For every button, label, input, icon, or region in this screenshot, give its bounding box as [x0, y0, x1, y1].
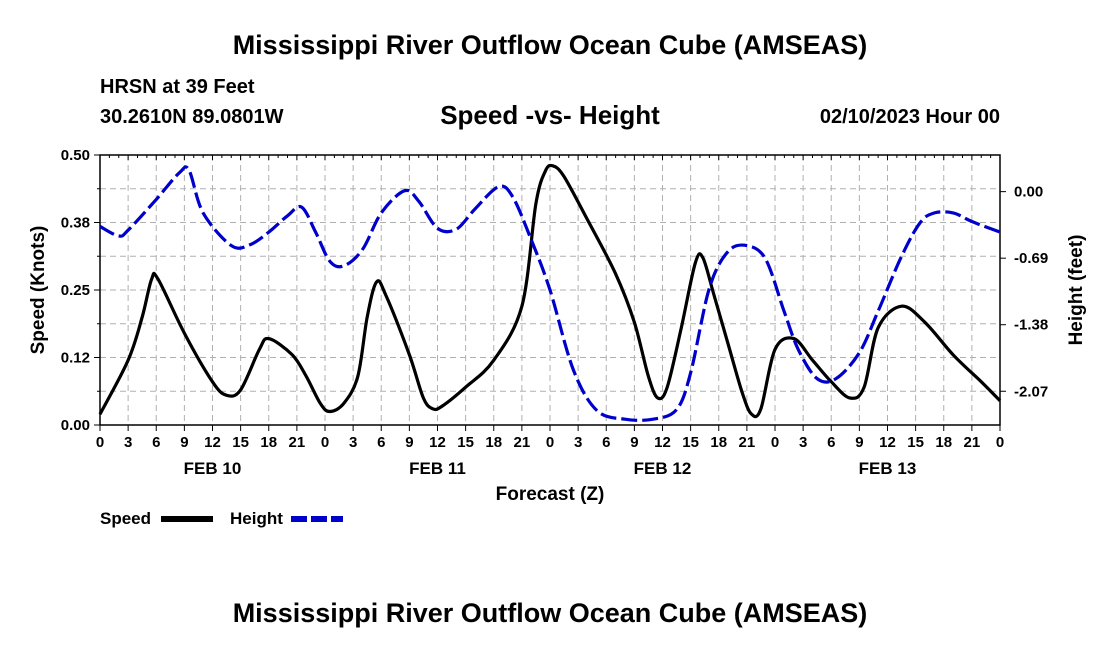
- x-tick-label: 18: [485, 434, 502, 451]
- x-tick-label: 21: [739, 434, 756, 451]
- chart-subtitle: Speed -vs- Height: [440, 100, 660, 130]
- day-label: FEB 10: [184, 459, 242, 478]
- day-label: FEB 12: [634, 459, 692, 478]
- coordinates-label: 30.2610N 89.0801W: [100, 106, 284, 128]
- x-tick-label: 15: [682, 434, 699, 451]
- x-tick-label: 12: [204, 434, 221, 451]
- x-tick-label: 6: [152, 434, 160, 451]
- chart-title: Mississippi River Outflow Ocean Cube (AM…: [232, 30, 868, 60]
- y-right-tick-label: -1.38: [1014, 317, 1048, 334]
- forecast-datetime: 02/10/2023 Hour 00: [819, 106, 1000, 128]
- y-left-tick-label: 0.25: [61, 282, 90, 299]
- x-tick-label: 6: [377, 434, 385, 451]
- x-tick-label: 3: [124, 434, 132, 451]
- x-tick-label: 21: [289, 434, 306, 451]
- series-line-height: [99, 165, 1001, 422]
- x-tick-label: 15: [907, 434, 924, 451]
- day-label: FEB 13: [859, 459, 917, 478]
- x-tick-label: 3: [799, 434, 807, 451]
- day-label: FEB 11: [409, 459, 466, 478]
- x-tick-label: 9: [630, 434, 638, 451]
- series-line-speed: [98, 163, 1002, 419]
- x-tick-label: 0: [321, 434, 329, 451]
- y-left-tick-label: 0.00: [61, 417, 90, 434]
- x-tick-label: 18: [710, 434, 727, 451]
- x-tick-label: 0: [771, 434, 779, 451]
- x-tick-label: 3: [349, 434, 357, 451]
- x-tick-label: 9: [180, 434, 188, 451]
- x-tick-label: 15: [232, 434, 249, 451]
- x-tick-label: 12: [654, 434, 671, 451]
- x-tick-label: 21: [964, 434, 981, 451]
- x-tick-label: 15: [457, 434, 474, 451]
- x-tick-label: 6: [827, 434, 835, 451]
- x-tick-label: 0: [996, 434, 1004, 451]
- y-right-tick-label: 0.00: [1014, 184, 1043, 201]
- y-left-tick-label: 0.38: [61, 215, 90, 232]
- x-tick-label: 3: [574, 434, 582, 451]
- x-axis-title: Forecast (Z): [496, 484, 605, 505]
- x-tick-label: 18: [260, 434, 277, 451]
- x-tick-label: 9: [405, 434, 413, 451]
- y-right-axis-title: Height (feet): [1066, 235, 1087, 346]
- station-label: HRSN at 39 Feet: [100, 76, 255, 98]
- footer-title: Mississippi River Outflow Ocean Cube (AM…: [232, 598, 868, 628]
- legend-speed-label: Speed: [100, 509, 152, 528]
- x-tick-label: 0: [546, 434, 554, 451]
- x-tick-label: 18: [935, 434, 952, 451]
- y-left-axis-title: Speed (Knots): [28, 226, 49, 355]
- x-tick-label: 9: [855, 434, 863, 451]
- legend-height-swatch: [291, 516, 343, 522]
- y-left-tick-label: 0.12: [61, 350, 90, 367]
- x-tick-label: 6: [602, 434, 610, 451]
- y-right-tick-label: -0.69: [1014, 250, 1048, 267]
- legend-height-label: Height: [230, 509, 283, 528]
- legend-speed-swatch: [161, 516, 213, 522]
- x-tick-label: 0: [96, 434, 104, 451]
- x-tick-label: 21: [514, 434, 531, 451]
- x-tick-label: 12: [879, 434, 896, 451]
- y-right-tick-label: -2.07: [1014, 383, 1048, 400]
- y-left-tick-label: 0.50: [61, 147, 90, 164]
- x-tick-label: 12: [429, 434, 446, 451]
